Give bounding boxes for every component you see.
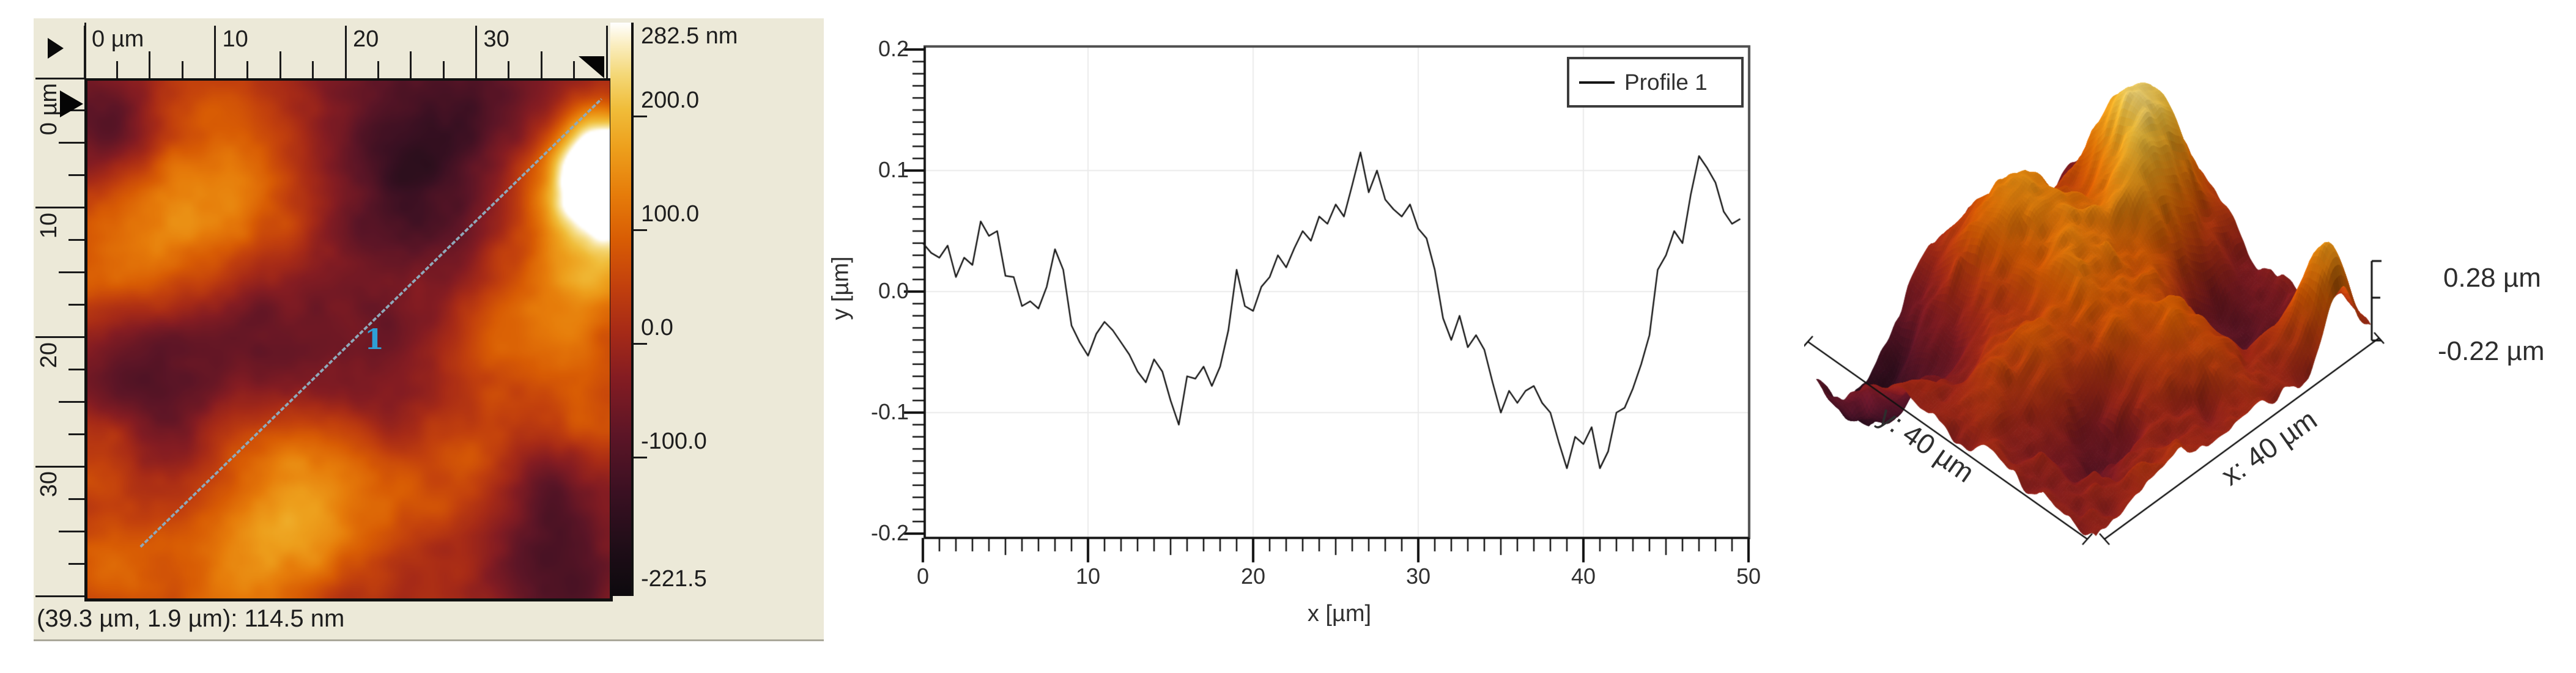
chart-x-tick-label: 0 xyxy=(916,564,930,589)
ruler-tick xyxy=(377,61,379,78)
ruler-tick xyxy=(344,26,347,78)
ruler-tick xyxy=(442,61,445,78)
colorbar-tick-label: 100.0 xyxy=(641,200,700,227)
chart-x-tick-label: 40 xyxy=(1571,564,1596,589)
ruler-tick xyxy=(116,61,118,78)
ruler-tick-label: 0 µm xyxy=(92,26,144,52)
chart-y-tick-label: -0.2 xyxy=(870,520,909,545)
chart-y-tick-label: 0.0 xyxy=(878,278,909,303)
height-colorbar-gradient xyxy=(610,23,631,596)
ruler-tick xyxy=(83,26,86,78)
chart-legend[interactable]: Profile 1 xyxy=(1567,57,1744,108)
colorbar-tick xyxy=(634,457,647,459)
colorbar-tick-label: 200.0 xyxy=(641,87,700,113)
ruler-tick-label: 20 xyxy=(353,26,379,52)
ruler-tick xyxy=(475,26,477,78)
topography-heatmap[interactable] xyxy=(84,78,613,601)
ruler-tick xyxy=(59,142,84,144)
ruler-tick xyxy=(35,207,84,209)
ruler-tick xyxy=(540,51,542,78)
surface-3d-view[interactable] xyxy=(1804,0,2576,673)
ruler-tick xyxy=(508,61,510,78)
vertical-ruler[interactable]: 0 µm 10 20 30 xyxy=(34,77,84,597)
ruler-tick xyxy=(573,61,576,78)
chart-y-tick-label: -0.1 xyxy=(870,399,909,424)
ruler-tick xyxy=(68,174,84,177)
ruler-tick-label: 10 xyxy=(222,26,248,52)
colorbar-max-label: 282.5 nm xyxy=(641,23,738,49)
ruler-tick xyxy=(35,77,84,79)
ruler-tick xyxy=(68,498,84,500)
ruler-tick-label: 30 xyxy=(483,26,509,52)
panel-2d-bottom-divider xyxy=(34,639,824,641)
ruler-tick xyxy=(279,51,281,78)
ruler-tick xyxy=(59,530,84,532)
chart-x-tick-label: 10 xyxy=(1075,564,1101,589)
ruler-tick xyxy=(410,51,412,78)
chart-x-axis-title: x [µm] xyxy=(1307,601,1372,627)
ruler-tick xyxy=(68,304,84,306)
chart-y-tick-label: 0.2 xyxy=(878,36,909,61)
profile-line-number-label: 1 xyxy=(365,323,385,356)
ruler-tick xyxy=(59,400,84,403)
colorbar-tick-label: 0.0 xyxy=(641,314,673,340)
ruler-tick-label: 30 xyxy=(36,471,62,498)
ruler-tick xyxy=(149,51,151,78)
ruler-tick xyxy=(68,239,84,241)
ruler-tick xyxy=(605,26,608,78)
surface-z-min-label: -0.22 µm xyxy=(2438,336,2545,366)
ruler-tick xyxy=(68,562,84,565)
cursor-x-marker-icon[interactable] xyxy=(579,56,604,78)
profile-chart-plot[interactable] xyxy=(826,0,1804,673)
ruler-corner-arrow-icon xyxy=(48,38,64,59)
ruler-tick xyxy=(68,433,84,435)
ruler-tick-label: 10 xyxy=(36,212,62,239)
cursor-y-marker-icon[interactable] xyxy=(60,90,83,117)
legend-series-label: Profile 1 xyxy=(1624,69,1708,95)
colorbar-tick xyxy=(634,229,647,232)
ruler-tick-label: 0 µm xyxy=(36,83,62,136)
height-colorbar-axis xyxy=(631,23,634,596)
colorbar-min-label: -221.5 xyxy=(641,566,707,592)
ruler-tick xyxy=(35,336,84,338)
colorbar-tick-label: -100.0 xyxy=(641,428,707,454)
ruler-tick xyxy=(181,61,183,78)
cursor-status-text: (39.3 µm, 1.9 µm): 114.5 nm xyxy=(37,605,345,632)
ruler-tick xyxy=(246,61,249,78)
horizontal-ruler[interactable]: 0 µm 10 20 30 xyxy=(34,23,608,78)
colorbar-tick xyxy=(634,116,647,118)
chart-y-tick-label: 0.1 xyxy=(878,157,909,182)
ruler-tick xyxy=(35,465,84,468)
chart-x-tick-label: 20 xyxy=(1240,564,1266,589)
colorbar-tick xyxy=(634,343,647,345)
ruler-tick-label: 20 xyxy=(36,342,62,368)
ruler-tick xyxy=(35,595,84,597)
ruler-tick xyxy=(59,271,84,274)
ruler-tick xyxy=(214,26,216,78)
ruler-tick xyxy=(68,368,84,370)
ruler-tick xyxy=(312,61,314,78)
surface-z-max-label: 0.28 µm xyxy=(2443,263,2541,293)
legend-line-sample-icon xyxy=(1579,81,1615,84)
chart-x-tick-label: 30 xyxy=(1405,564,1431,589)
chart-x-tick-label: 50 xyxy=(1736,564,1761,589)
